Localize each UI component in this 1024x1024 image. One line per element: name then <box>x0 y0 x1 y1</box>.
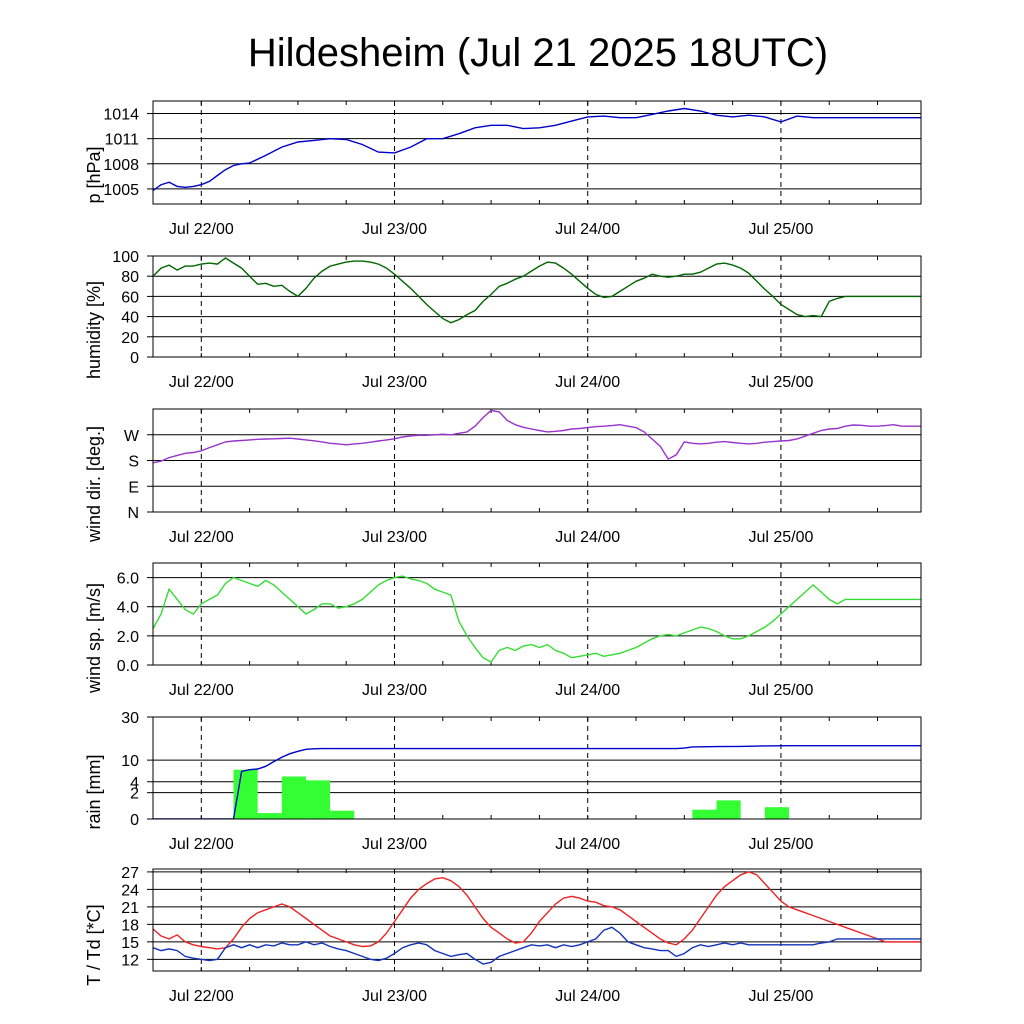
rain-bar <box>257 813 282 819</box>
series-line <box>153 871 921 950</box>
y-axis-label: wind sp. [m/s] <box>84 583 104 694</box>
x-tick-label: Jul 24/00 <box>555 836 620 853</box>
x-tick-label: Jul 22/00 <box>169 988 234 1005</box>
x-tick-label: Jul 23/00 <box>362 529 427 546</box>
x-tick-label: Jul 22/00 <box>169 682 234 699</box>
rain-bar <box>305 780 331 819</box>
x-tick-label: Jul 22/00 <box>169 374 234 391</box>
y-tick-label: 2 <box>130 786 139 803</box>
x-tick-label: Jul 24/00 <box>555 374 620 391</box>
x-tick-label: Jul 23/00 <box>362 836 427 853</box>
panel-frame <box>152 868 922 972</box>
y-tick-label: 24 <box>121 882 139 899</box>
rain-bar <box>764 807 789 819</box>
y-tick-label: 1011 <box>105 132 140 149</box>
y-axis-label: rain [mm] <box>84 754 104 829</box>
y-tick-label: 60 <box>121 289 139 306</box>
chart-title: Hildesheim (Jul 21 2025 18UTC) <box>248 31 828 75</box>
rain-bar <box>716 800 741 819</box>
rain-bar <box>692 809 717 819</box>
panel-frame <box>152 716 922 820</box>
series-line <box>153 926 921 965</box>
y-axis-label: humidity [%] <box>84 281 104 379</box>
x-tick-label: Jul 22/00 <box>169 529 234 546</box>
y-axis-label: T / Td [*C] <box>84 904 104 985</box>
y-tick-label: 20 <box>121 330 139 347</box>
x-tick-label: Jul 23/00 <box>362 374 427 391</box>
rain-bar <box>330 810 355 819</box>
series-line <box>153 409 921 464</box>
y-tick-label: N <box>127 505 139 522</box>
x-tick-label: Jul 25/00 <box>748 374 813 391</box>
y-tick-label: E <box>128 479 139 496</box>
y-tick-label: S <box>128 454 139 471</box>
y-tick-label: 30 <box>121 710 139 727</box>
cumulative-rain-line <box>153 745 921 819</box>
y-tick-label: 4 <box>130 775 139 792</box>
panel-frame <box>152 255 922 358</box>
x-tick-label: Jul 22/00 <box>169 221 234 238</box>
y-tick-label: 4.0 <box>117 600 139 617</box>
series-line <box>153 257 921 324</box>
x-tick-label: Jul 25/00 <box>748 682 813 699</box>
x-tick-label: Jul 24/00 <box>555 682 620 699</box>
y-tick-label: 15 <box>121 935 139 952</box>
y-tick-label: 0 <box>130 812 139 829</box>
y-tick-label: 1008 <box>103 157 139 174</box>
y-tick-label: 0.0 <box>117 658 139 675</box>
y-tick-label: 2.0 <box>117 629 139 646</box>
x-tick-label: Jul 24/00 <box>555 529 620 546</box>
x-tick-label: Jul 22/00 <box>169 836 234 853</box>
y-tick-label: W <box>124 428 140 445</box>
y-tick-label: 12 <box>121 952 139 969</box>
x-tick-label: Jul 24/00 <box>555 221 620 238</box>
y-tick-label: 40 <box>121 310 139 327</box>
y-tick-label: 6.0 <box>117 571 139 588</box>
y-tick-label: 27 <box>121 865 139 882</box>
y-tick-label: 21 <box>121 900 139 917</box>
x-tick-label: Jul 23/00 <box>362 221 427 238</box>
panel-frame <box>152 562 922 666</box>
y-tick-label: 10 <box>121 753 139 770</box>
y-axis-label: wind dir. [deg.] <box>84 426 104 543</box>
x-tick-label: Jul 23/00 <box>362 988 427 1005</box>
x-tick-label: Jul 25/00 <box>748 988 813 1005</box>
y-tick-label: 0 <box>130 350 139 367</box>
series-line <box>153 575 921 664</box>
y-tick-label: 1005 <box>103 182 139 199</box>
y-axis-label: p [hPa] <box>84 146 104 203</box>
x-tick-label: Jul 25/00 <box>748 529 813 546</box>
x-tick-label: Jul 24/00 <box>555 988 620 1005</box>
rain-bar <box>281 776 306 819</box>
x-tick-label: Jul 25/00 <box>748 221 813 238</box>
series-line <box>153 107 921 192</box>
y-tick-label: 1014 <box>103 107 139 124</box>
x-tick-label: Jul 25/00 <box>748 836 813 853</box>
y-tick-label: 18 <box>121 917 139 934</box>
panel-frame <box>152 408 922 513</box>
x-tick-label: Jul 23/00 <box>362 682 427 699</box>
panel-frame <box>152 100 922 205</box>
y-tick-label: 80 <box>121 269 139 286</box>
y-tick-label: 100 <box>112 249 139 266</box>
